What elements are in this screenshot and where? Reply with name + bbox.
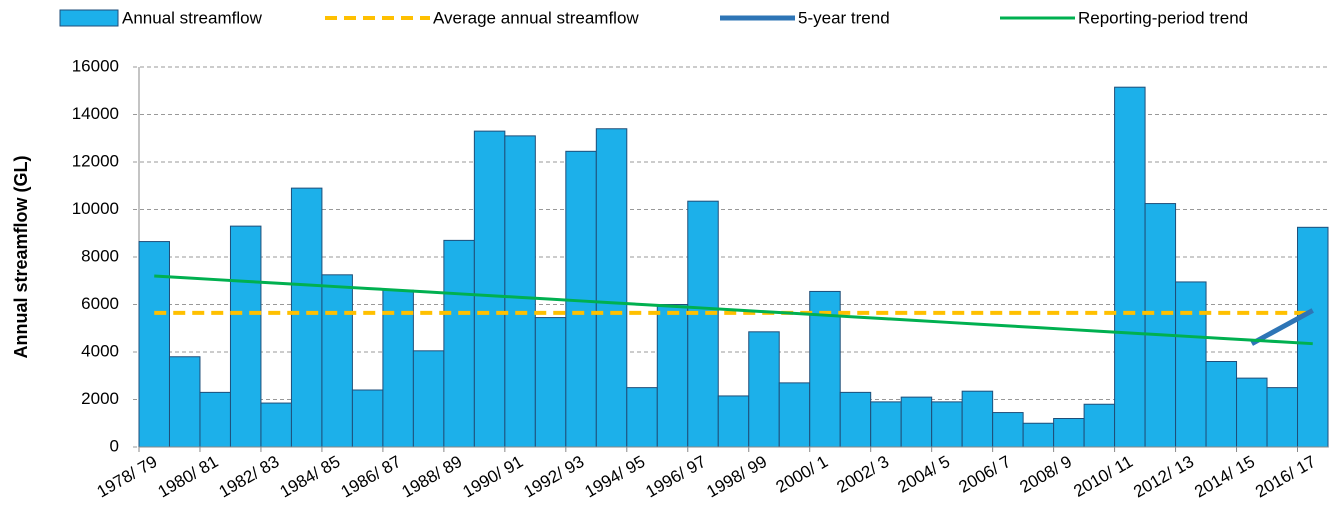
x-tick-label: 2012/ 13 xyxy=(1130,452,1197,502)
bar xyxy=(1053,418,1085,448)
bar xyxy=(1236,377,1268,448)
bar xyxy=(687,200,719,448)
bar xyxy=(138,241,170,448)
bar xyxy=(839,391,872,448)
trend-line xyxy=(1250,308,1314,346)
bar xyxy=(778,382,811,448)
bar xyxy=(260,402,292,448)
bar xyxy=(199,391,231,448)
y-tick-label: 6000 xyxy=(81,294,119,313)
y-tick-label: 12000 xyxy=(72,151,119,170)
bar xyxy=(717,395,750,448)
x-tick-label: 2016/ 17 xyxy=(1252,452,1319,502)
bar xyxy=(290,187,323,448)
bar xyxy=(595,128,628,448)
bar xyxy=(931,401,963,448)
y-tick-label: 14000 xyxy=(72,104,119,123)
bar xyxy=(992,412,1024,448)
legend-label: Annual streamflow xyxy=(122,8,263,27)
x-tick-label: 1998/ 99 xyxy=(703,452,770,502)
bar xyxy=(1297,226,1329,448)
x-tick-label: 1990/ 91 xyxy=(460,452,527,502)
bar xyxy=(534,317,567,448)
x-tick-label: 1986/ 87 xyxy=(338,452,405,502)
y-tick-label: 10000 xyxy=(72,199,119,218)
bar xyxy=(1266,387,1299,448)
bar xyxy=(1083,403,1116,448)
bar xyxy=(229,225,262,448)
x-tick-label: 2006/ 7 xyxy=(955,452,1014,497)
bar xyxy=(1144,203,1177,448)
bar xyxy=(656,304,689,448)
x-tick-label: 1996/ 97 xyxy=(642,452,709,502)
bar xyxy=(321,274,353,448)
y-tick-label: 16000 xyxy=(72,56,119,75)
x-tick-label: 2002/ 3 xyxy=(834,452,893,497)
trend-line xyxy=(154,274,1313,346)
bar xyxy=(1114,86,1146,448)
y-tick-label: 8000 xyxy=(81,246,119,265)
x-tick-label: 2008/ 9 xyxy=(1016,452,1075,497)
y-tick-label: 2000 xyxy=(81,389,119,408)
x-tick-label: 2014/ 15 xyxy=(1191,452,1258,502)
y-tick-label: 4000 xyxy=(81,341,119,360)
bar xyxy=(168,356,201,448)
x-tick-label: 1994/ 95 xyxy=(581,452,648,502)
y-axis-label: Annual streamflow (GL) xyxy=(11,155,31,358)
bar xyxy=(748,331,780,448)
bar xyxy=(870,401,902,448)
x-tick-label: 1978/ 79 xyxy=(94,452,161,502)
x-tick-label: 2004/ 5 xyxy=(895,452,954,497)
bar xyxy=(626,387,658,448)
x-tick-label: 1988/ 89 xyxy=(399,452,466,502)
bar xyxy=(504,135,536,448)
bar xyxy=(1205,361,1238,448)
x-tick-label: 1982/ 83 xyxy=(216,452,283,502)
legend-swatch xyxy=(59,9,119,27)
x-tick-label: 2000/ 1 xyxy=(773,452,832,497)
bar xyxy=(412,350,445,448)
bar xyxy=(1022,422,1055,448)
bar xyxy=(961,390,994,448)
bar xyxy=(443,239,475,448)
x-tick-label: 1980/ 81 xyxy=(155,452,222,502)
y-tick-label: 0 xyxy=(110,436,119,455)
bar xyxy=(900,396,933,448)
x-tick-label: 1992/ 93 xyxy=(520,452,587,502)
bar xyxy=(1175,281,1207,448)
legend-label: Average annual streamflow xyxy=(433,8,639,27)
legend-label: 5-year trend xyxy=(798,8,890,27)
x-tick-label: 1984/ 85 xyxy=(277,452,344,502)
bar xyxy=(351,389,384,448)
legend-label: Reporting-period trend xyxy=(1078,8,1248,27)
x-tick-label: 2010/ 11 xyxy=(1070,452,1136,501)
bar xyxy=(473,130,506,448)
